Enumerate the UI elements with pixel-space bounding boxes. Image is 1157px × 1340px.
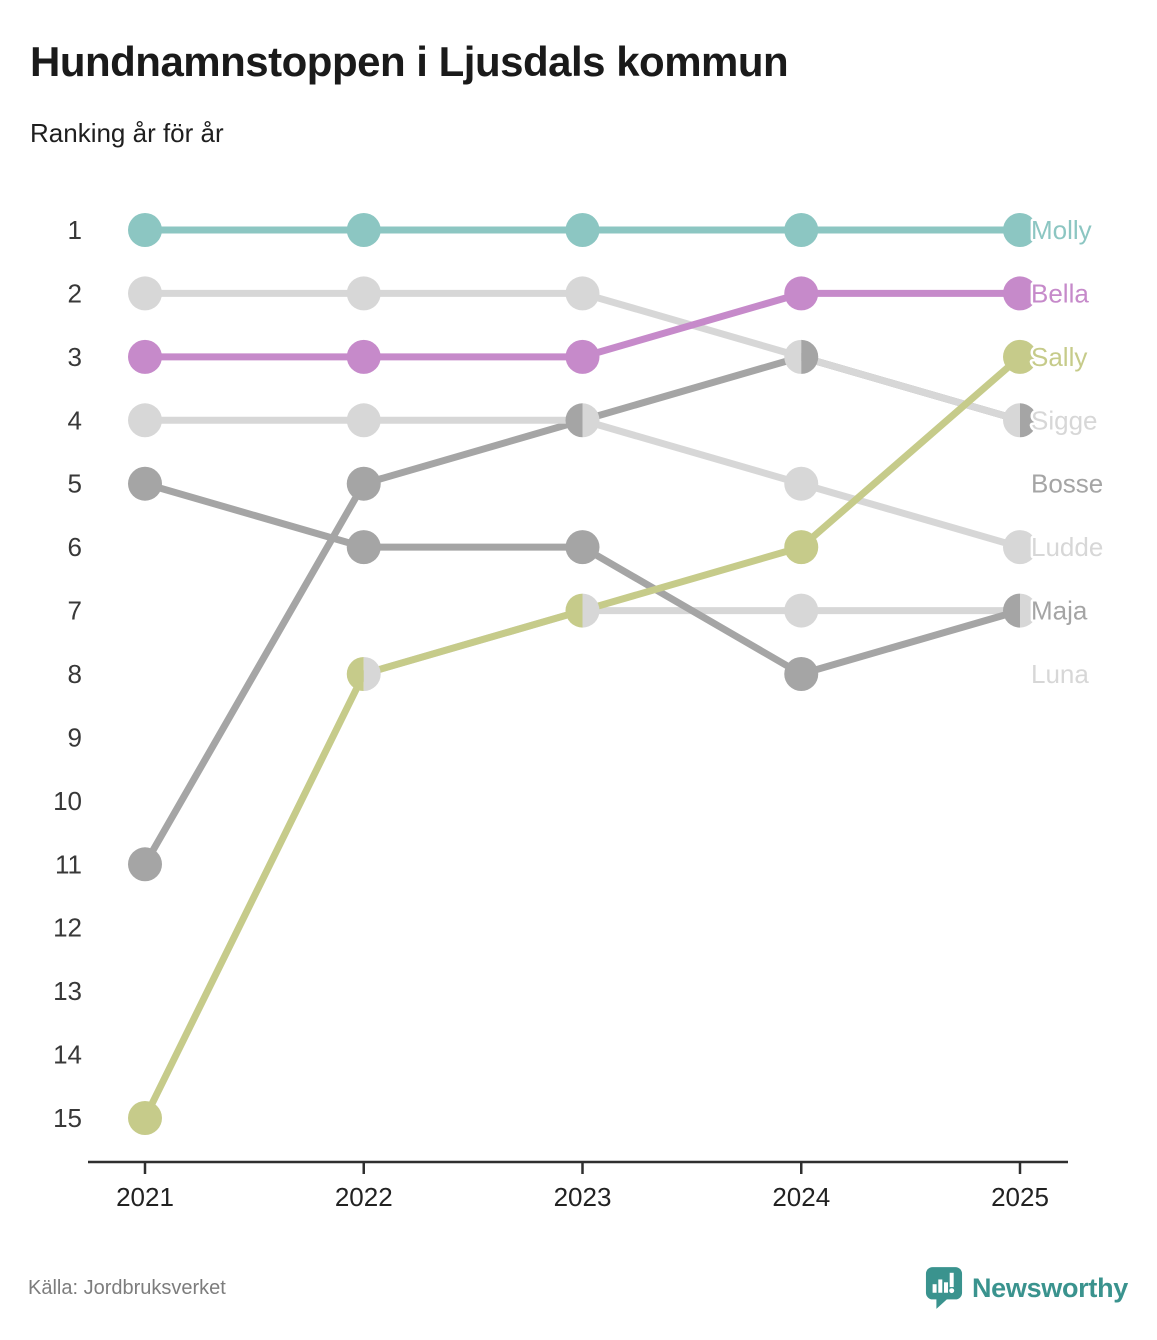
dot-Bosse-2022 [346, 466, 381, 501]
dot-Bella-2025 [1003, 276, 1037, 311]
chart-subtitle: Ranking år för år [30, 118, 224, 148]
series-label-Bella: Bella [1031, 278, 1089, 308]
dot-Bosse-2021 [128, 847, 162, 882]
series-label-Sally: Sally [1031, 342, 1087, 372]
dot-Sally-2025 [1003, 339, 1037, 374]
dot-Ludde-2024 [784, 466, 819, 501]
x-axis-label-2023: 2023 [554, 1182, 612, 1212]
y-axis-rank-1: 1 [68, 215, 82, 245]
dot-half-Sigge-2025 [1003, 403, 1020, 438]
y-axis-rank-7: 7 [68, 596, 82, 626]
dot-tie-Sigge-Bosse-2024 [784, 339, 819, 374]
x-axis-label-2025: 2025 [991, 1182, 1049, 1212]
dot-half-Sally-2023 [565, 593, 583, 628]
brand-logo: Newsworthy [925, 1266, 1128, 1310]
dot-Ludde-2021 [128, 403, 162, 438]
dot-Bella-2021 [128, 339, 162, 374]
dot-Maja-2023 [565, 530, 600, 565]
series-label-Sigge: Sigge [1031, 405, 1098, 435]
series-line-Ludde [145, 416, 1021, 551]
y-axis-rank-2: 2 [68, 278, 82, 308]
x-axis-label-2024: 2024 [772, 1182, 830, 1212]
y-axis-rank-5: 5 [68, 469, 82, 499]
dot-Ludde-2022 [346, 403, 381, 438]
dot-Sigge-2023 [565, 276, 600, 311]
dot-tie-Bosse-Ludde-2023 [565, 403, 600, 438]
dot-tie-Sally-Luna-2023 [565, 593, 600, 628]
y-axis-rank-15: 15 [53, 1103, 82, 1133]
dot-half-Bosse-2024 [801, 339, 819, 374]
series-label-Molly: Molly [1031, 215, 1092, 245]
y-axis-rank-14: 14 [53, 1040, 82, 1070]
series-label-Bosse: Bosse [1031, 469, 1103, 499]
dot-Molly-2024 [784, 213, 819, 247]
dot-Molly-2023 [565, 213, 600, 247]
y-axis-rank-6: 6 [68, 532, 82, 562]
source-note: Källa: Jordbruksverket [28, 1277, 226, 1299]
series-line-Sally [141, 354, 1023, 1120]
dot-Ludde-2025 [1003, 530, 1037, 565]
series-label-Luna: Luna [1031, 659, 1089, 689]
series-label-Maja: Maja [1031, 596, 1088, 626]
dot-half-Bosse-2025 [1020, 403, 1037, 438]
dot-tie-Sigge-Bosse-2025 [1003, 403, 1037, 438]
page-title: Hundnamnstoppen i Ljusdals kommun [30, 38, 789, 85]
dot-Maja-2021 [128, 466, 162, 501]
y-axis-rank-9: 9 [68, 722, 82, 752]
y-axis-rank-4: 4 [68, 405, 82, 435]
dot-half-Ludde-2023 [582, 403, 600, 438]
dot-half-Luna-2023 [582, 593, 600, 628]
dot-Maja-2022 [346, 530, 381, 565]
newsworthy-icon [925, 1267, 963, 1309]
series-label-Ludde: Ludde [1031, 532, 1103, 562]
dot-Bella-2022 [346, 339, 381, 374]
dot-Sigge-2021 [128, 276, 162, 311]
brand-name: Newsworthy [971, 1272, 1128, 1303]
x-axis-label-2022: 2022 [335, 1182, 393, 1212]
dot-tie-Maja-Luna-2025 [1003, 593, 1037, 628]
dot-Molly-2025 [1003, 213, 1037, 247]
dot-Maja-2024 [784, 657, 819, 692]
y-axis-rank-10: 10 [53, 786, 82, 816]
dot-half-Sigge-2024 [784, 339, 802, 374]
dot-tie-Sally-Luna-2022 [346, 657, 381, 692]
y-axis-rank-11: 11 [55, 849, 82, 879]
dot-half-Maja-2025 [1003, 593, 1020, 628]
x-axis-label-2021: 2021 [116, 1182, 174, 1212]
dot-Bella-2023 [565, 339, 600, 374]
dot-Molly-2021 [128, 213, 162, 247]
dot-half-Luna-2022 [363, 657, 381, 692]
y-axis-rank-12: 12 [53, 913, 82, 943]
dot-half-Sally-2022 [346, 657, 364, 692]
dot-Sally-2021 [128, 1101, 162, 1136]
dot-Sally-2024 [784, 530, 819, 565]
dot-Sigge-2022 [346, 276, 381, 311]
dot-Molly-2022 [346, 213, 381, 247]
dot-Bella-2024 [784, 276, 819, 311]
y-axis-rank-13: 13 [53, 976, 82, 1006]
y-axis-rank-8: 8 [68, 659, 82, 689]
y-axis-rank-3: 3 [68, 342, 82, 372]
dot-Luna-2024 [784, 593, 819, 628]
dot-half-Bosse-2023 [565, 403, 583, 438]
dot-half-Luna-2025 [1020, 593, 1037, 628]
